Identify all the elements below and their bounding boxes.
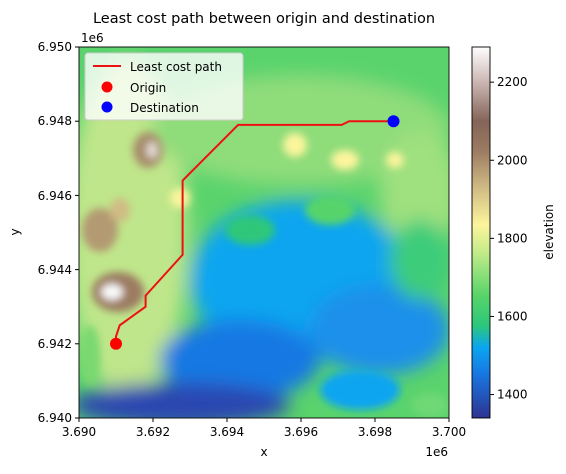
y-tick-label: 6.946: [38, 189, 72, 203]
colorbar-tick-label: 1600: [497, 309, 528, 323]
x-axis-label: x: [260, 445, 267, 459]
colorbar-gradient: [471, 46, 491, 419]
y-tick: 6.946: [38, 189, 79, 203]
x-axis-multiplier: 1e6: [425, 445, 448, 459]
x-tick: 3.690: [62, 418, 96, 439]
y-tick: 6.942: [38, 337, 79, 351]
x-tick-label: 3.698: [358, 425, 392, 439]
x-tick: 3.700: [432, 418, 466, 439]
y-tick-label: 6.950: [38, 40, 72, 54]
x-tick-label: 3.692: [136, 425, 170, 439]
y-tick-label: 6.940: [38, 411, 72, 425]
destination-marker: [387, 115, 400, 128]
y-tick: 6.940: [38, 411, 79, 425]
x-tick: 3.694: [210, 418, 244, 439]
y-tick-label: 6.948: [38, 114, 72, 128]
colorbar-tick-label: 1800: [497, 231, 528, 245]
least-cost-path-line: [115, 120, 394, 344]
colorbar-tick-label: 1400: [497, 388, 528, 402]
legend: Least cost path Origin Destination: [84, 52, 244, 121]
legend-origin-swatch: [101, 81, 113, 93]
y-tick: 6.944: [38, 263, 79, 277]
colorbar: 1400 1600 1800 2000 2200 elevation: [471, 46, 556, 419]
legend-label: Destination: [130, 101, 199, 115]
x-tick: 3.696: [284, 418, 318, 439]
x-tick-label: 3.696: [284, 425, 318, 439]
x-tick-label: 3.700: [432, 425, 466, 439]
y-axis-multiplier: 1e6: [81, 31, 104, 45]
plot-frame: [78, 46, 450, 419]
legend-item-destination: Destination: [101, 101, 199, 115]
y-tick-label: 6.944: [38, 263, 72, 277]
x-tick: 3.692: [136, 418, 170, 439]
legend-label: Least cost path: [130, 60, 222, 74]
colorbar-label: elevation: [542, 204, 556, 260]
legend-destination-swatch: [101, 101, 113, 113]
y-axis: 6.940 6.942 6.944 6.946 6.948 6.950 y 1e…: [8, 31, 104, 425]
x-axis: 3.690 3.692 3.694 3.696 3.698 3.700 x 1e…: [62, 418, 466, 459]
x-tick: 3.698: [358, 418, 392, 439]
x-tick-label: 3.694: [210, 425, 244, 439]
y-axis-label: y: [8, 228, 22, 235]
x-tick-label: 3.690: [62, 425, 96, 439]
origin-marker: [110, 337, 122, 350]
legend-item-origin: Origin: [101, 81, 166, 95]
y-tick: 6.948: [38, 114, 79, 128]
chart-title: Least cost path between origin and desti…: [93, 11, 435, 27]
legend-box: [84, 52, 244, 121]
y-tick-label: 6.942: [38, 337, 72, 351]
colorbar-tick-label: 2200: [497, 75, 528, 89]
colorbar-ticks: 1400 1600 1800 2000 2200: [490, 75, 528, 402]
legend-label: Origin: [130, 81, 166, 95]
legend-item-path: Least cost path: [93, 60, 222, 74]
y-tick: 6.950: [38, 40, 79, 54]
colorbar-tick-label: 2000: [497, 153, 528, 167]
